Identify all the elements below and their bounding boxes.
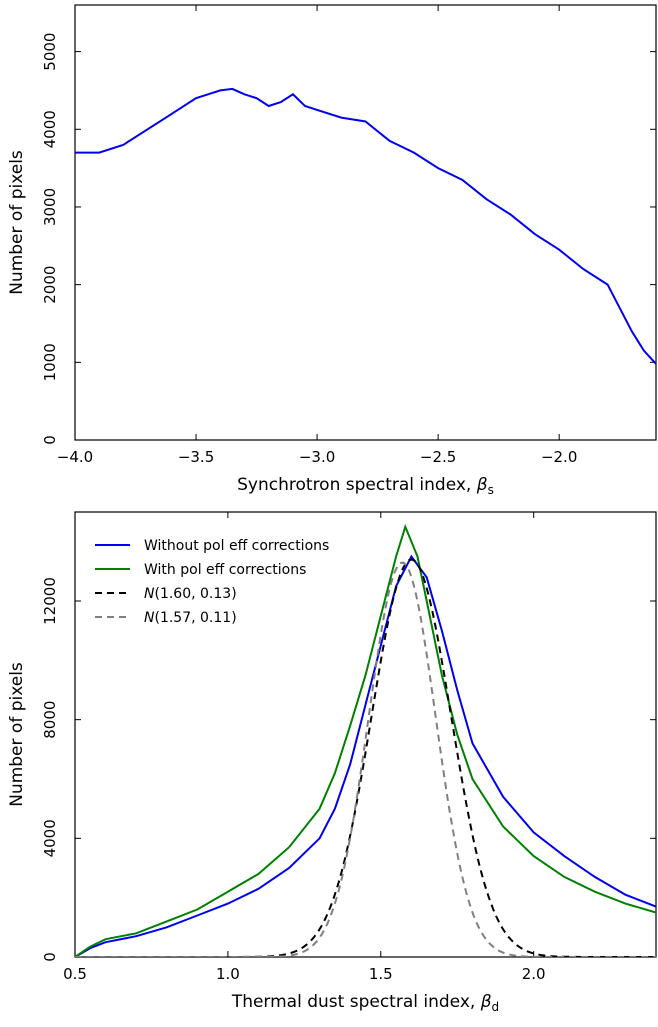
x-tick-label: −2.5	[420, 448, 456, 466]
x-axis-label: Synchrotron spectral index, βs	[237, 475, 494, 497]
y-tick-label: 3000	[41, 188, 59, 226]
series-line-0	[75, 87, 656, 365]
y-tick-label: 0	[41, 435, 59, 445]
y-tick-label: 2000	[41, 266, 59, 304]
legend-entry: N(1.60, 0.13)	[144, 586, 237, 602]
y-axis-label: Number of pixels	[7, 662, 27, 807]
y-tick-label: 4000	[41, 819, 59, 857]
y-tick-label: 4000	[41, 110, 59, 148]
x-tick-label: −3.5	[178, 448, 214, 466]
x-tick-label: 2.0	[522, 965, 546, 983]
y-tick-label: 1000	[41, 343, 59, 381]
series-line-2	[75, 558, 656, 957]
plot-frame	[74, 511, 657, 958]
y-axis-label: Number of pixels	[7, 150, 27, 295]
legend-entry: Without pol eff corrections	[144, 538, 329, 554]
y-tick-label: 0	[41, 952, 59, 962]
y-tick-label: 5000	[41, 33, 59, 71]
x-tick-label: −3.0	[299, 448, 335, 466]
x-axis-label: Thermal dust spectral index, βd	[231, 992, 499, 1014]
x-tick-label: −2.0	[541, 448, 577, 466]
legend-entry: N(1.57, 0.11)	[144, 610, 237, 626]
plot-frame	[74, 4, 657, 441]
x-tick-label: 0.5	[63, 965, 87, 983]
y-tick-label: 8000	[41, 701, 59, 739]
x-tick-label: 1.5	[369, 965, 393, 983]
dust-histogram-panel: 0.5 1.0 1.5 2.0 0 4000 8000 12000 Thermal dust s…	[7, 511, 657, 1014]
x-tick-label: 1.0	[216, 965, 240, 983]
x-tick-label: −4.0	[57, 448, 93, 466]
series-line-0	[75, 554, 656, 957]
series-line-1	[75, 523, 656, 957]
synchrotron-histogram-panel: −4.0 −3.5 −3.0 −2.5 −2.0 0 1000 2000 3000 4000 500…	[7, 4, 657, 497]
y-tick-label: 12000	[41, 577, 59, 625]
legend-entry: With pol eff corrections	[144, 562, 306, 578]
